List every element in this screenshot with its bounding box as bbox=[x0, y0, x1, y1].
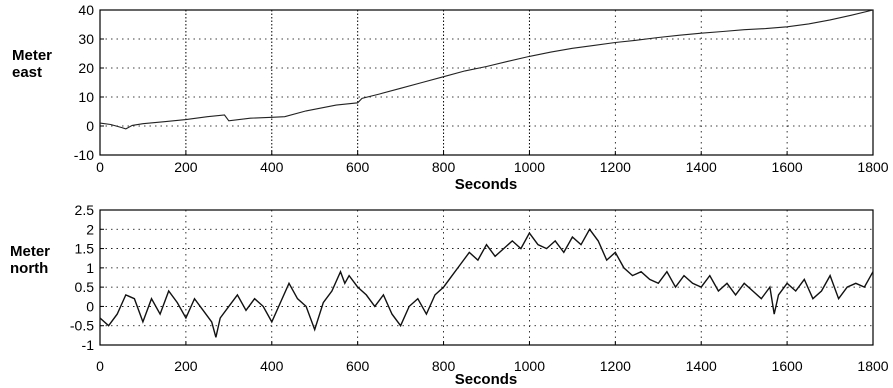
y-axis-label-east-line1: Meter bbox=[12, 47, 52, 64]
x-tick-label: 1800 bbox=[857, 358, 888, 374]
y-axis-label-east-line2: east bbox=[12, 64, 42, 81]
y-tick-label: -0.5 bbox=[70, 318, 94, 334]
x-axis-label-east: Seconds bbox=[455, 176, 518, 193]
x-tick-label: 400 bbox=[260, 358, 284, 374]
y-axis-label-north-line2: north bbox=[10, 260, 48, 277]
y-ticks-east: -10 0 10 20 30 40 bbox=[74, 2, 104, 163]
y-ticks-north: -1 -0.5 0 0.5 1 1.5 2 2.5 bbox=[70, 202, 104, 353]
x-tick-label: 400 bbox=[260, 159, 284, 175]
y-tick-label: 0 bbox=[86, 118, 94, 134]
x-tick-label: 1400 bbox=[686, 159, 717, 175]
x-tick-label: 1000 bbox=[514, 358, 545, 374]
x-tick-label: 200 bbox=[174, 358, 198, 374]
y-axis-label-north: Meter north bbox=[10, 243, 54, 277]
series-line-east bbox=[99, 9, 874, 130]
x-tick-label: 1400 bbox=[686, 358, 717, 374]
x-tick-label: 800 bbox=[432, 358, 456, 374]
x-axis-label-north: Seconds bbox=[455, 371, 518, 388]
x-ticks-north: 0 200 400 600 800 1000 1200 1400 1600 1800 bbox=[96, 341, 889, 374]
y-tick-label: 1 bbox=[86, 260, 94, 276]
x-tick-label: 0 bbox=[96, 358, 104, 374]
x-tick-label: 600 bbox=[346, 159, 370, 175]
y-tick-label: 10 bbox=[78, 89, 94, 105]
x-tick-label: 800 bbox=[432, 159, 456, 175]
x-tick-label: 1600 bbox=[772, 358, 803, 374]
y-tick-label: 0.5 bbox=[75, 279, 95, 295]
y-tick-label: 40 bbox=[78, 2, 94, 18]
x-tick-label: 200 bbox=[174, 159, 198, 175]
chart-meter-north: 0 200 400 600 800 1000 1200 1400 1600 1800 -1 -0.5… bbox=[10, 202, 889, 388]
x-tick-label: 600 bbox=[346, 358, 370, 374]
y-tick-label: -1 bbox=[82, 337, 95, 353]
grid-east bbox=[100, 10, 873, 155]
y-tick-label: 2 bbox=[86, 221, 94, 237]
x-tick-label: 1200 bbox=[600, 358, 631, 374]
x-tick-label: 0 bbox=[96, 159, 104, 175]
x-tick-label: 1200 bbox=[600, 159, 631, 175]
grid-north bbox=[100, 210, 873, 345]
x-ticks-east: 0 200 400 600 800 1000 1200 1400 1600 1800 bbox=[96, 151, 889, 175]
chart-meter-east: 0 200 400 600 800 1000 1200 1400 1600 1800 -10010… bbox=[12, 2, 889, 193]
x-tick-label: 1800 bbox=[857, 159, 888, 175]
y-tick-label: 1.5 bbox=[75, 241, 95, 257]
series-line-north bbox=[99, 228, 874, 338]
y-tick-label: 20 bbox=[78, 60, 94, 76]
y-axis-label-north-line1: Meter bbox=[10, 243, 50, 260]
y-axis-label-east: Meter east bbox=[12, 47, 56, 81]
y-tick-label: 30 bbox=[78, 31, 94, 47]
x-tick-label: 1000 bbox=[514, 159, 545, 175]
plot-frame-north bbox=[99, 209, 874, 346]
y-tick-label: -10 bbox=[74, 147, 94, 163]
plot-frame-east bbox=[99, 9, 874, 156]
y-tick-label: 2.5 bbox=[75, 202, 95, 218]
x-tick-label: 1600 bbox=[772, 159, 803, 175]
y-tick-label: 0 bbox=[86, 298, 94, 314]
